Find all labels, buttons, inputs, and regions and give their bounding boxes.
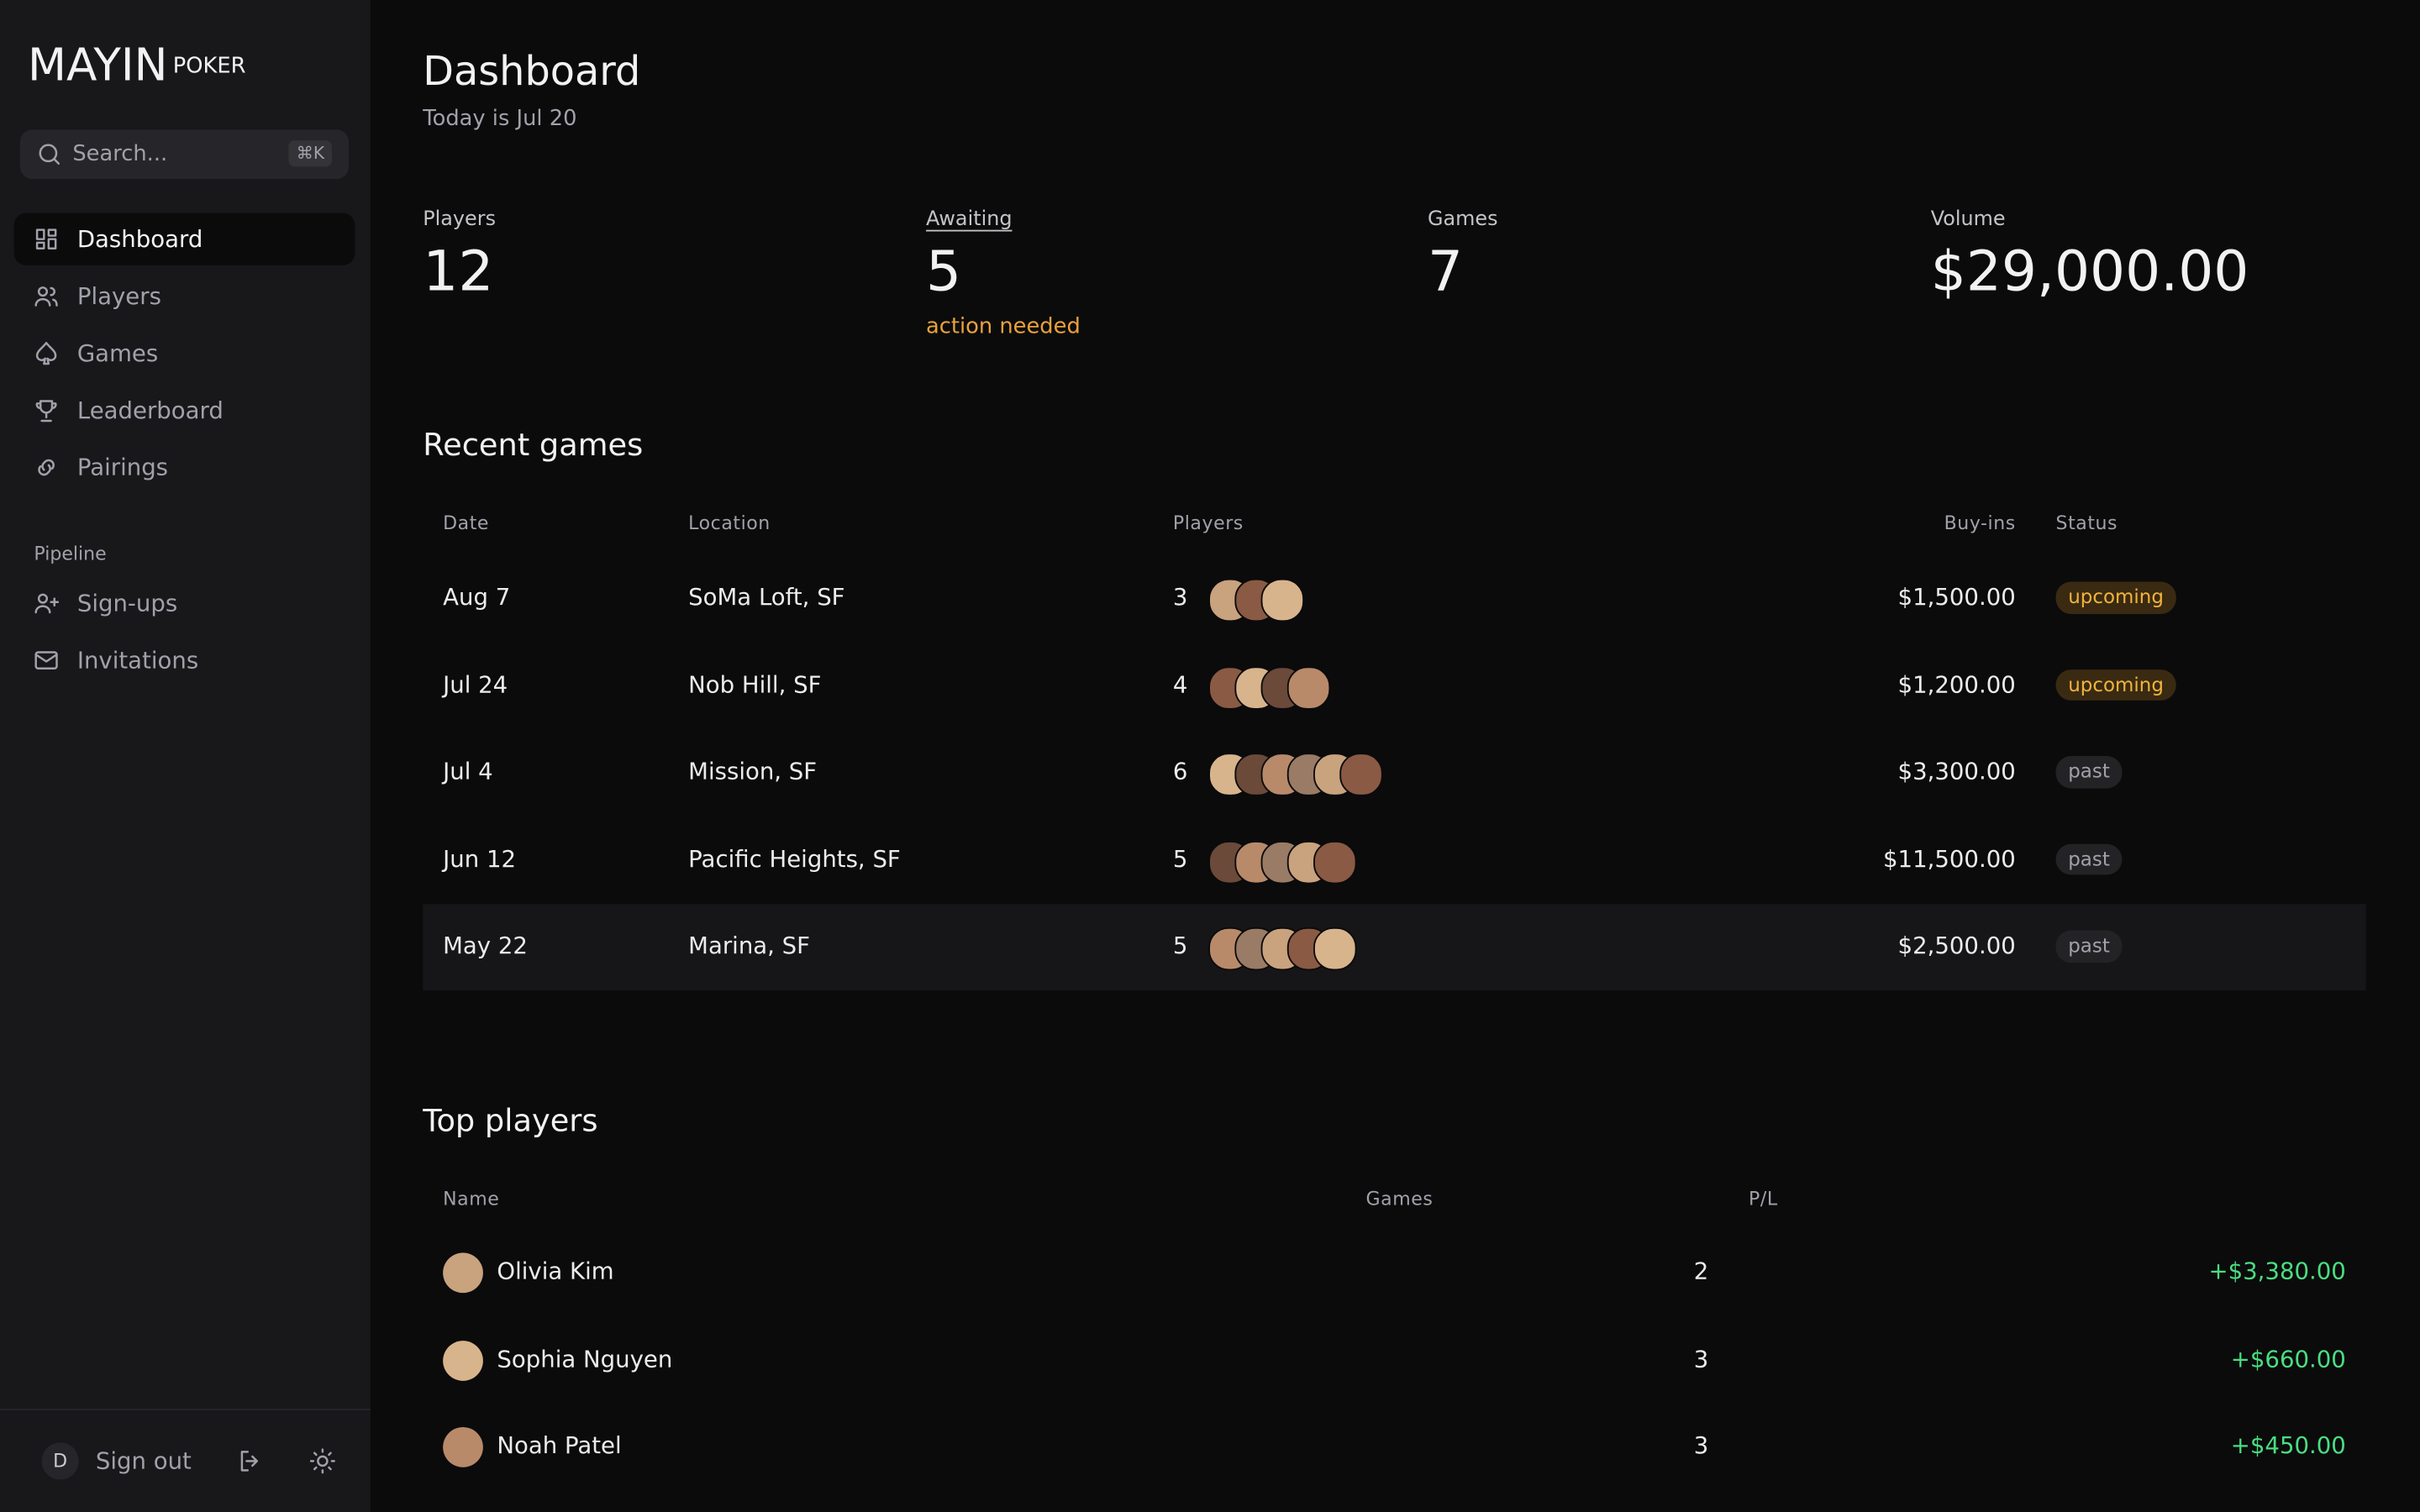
- search-placeholder: Search...: [72, 141, 168, 167]
- stat-label: Awaiting: [926, 207, 1013, 232]
- stat-value: 12: [423, 240, 494, 304]
- player-avatar: [443, 1252, 483, 1294]
- table-cell: Aug 7: [443, 583, 511, 612]
- logout-icon[interactable]: [236, 1447, 264, 1475]
- player-avatar: [1313, 840, 1357, 885]
- table-cell: 3: [1172, 583, 1188, 612]
- player-games: 2: [1693, 1257, 1709, 1286]
- brand-name: MAYIN: [28, 38, 168, 92]
- nav-item[interactable]: Games: [76, 339, 159, 368]
- player-name: Olivia Kim: [497, 1257, 614, 1286]
- column-header: Status: [2055, 512, 2118, 534]
- nav-item[interactable]: Invitations: [76, 646, 199, 675]
- stat-note: action needed: [926, 314, 1081, 340]
- status-badge: past: [2055, 843, 2123, 875]
- column-header: Games: [1365, 1188, 1434, 1210]
- column-header: P/L: [1749, 1188, 1778, 1210]
- column-header: Location: [688, 512, 771, 534]
- player-avatar: [443, 1427, 483, 1468]
- brand-sub: POKER: [172, 54, 246, 79]
- nav-icon: [38, 459, 55, 476]
- table-cell: $11,500.00: [1883, 845, 2016, 874]
- stat-label: Volume: [1930, 207, 2006, 232]
- table-cell: $3,300.00: [1897, 758, 2016, 786]
- nav-active-bg: [13, 213, 355, 265]
- player-games: 3: [1693, 1344, 1709, 1373]
- column-header: Name: [443, 1188, 500, 1210]
- player-name: Sophia Nguyen: [497, 1344, 673, 1373]
- theme-icon[interactable]: [308, 1447, 336, 1475]
- status-badge: upcoming: [2055, 581, 2176, 614]
- table-cell: 5: [1172, 845, 1188, 874]
- nav-icon: [34, 286, 58, 307]
- table-cell: $1,500.00: [1897, 583, 2016, 612]
- player-avatar: [1313, 927, 1357, 972]
- stat-label: Games: [1427, 207, 1498, 232]
- player-avatar: [1286, 665, 1331, 710]
- player-name: Noah Patel: [497, 1431, 622, 1460]
- column-header: Buy-ins: [1944, 512, 2016, 534]
- search-icon: [39, 144, 60, 165]
- nav-item[interactable]: Sign-ups: [76, 589, 178, 617]
- nav-icon: [34, 651, 58, 670]
- stat-label: Players: [423, 207, 497, 232]
- nav-icon: [34, 593, 60, 614]
- table-cell: May 22: [443, 932, 528, 961]
- player-avatar: [1339, 753, 1383, 797]
- player-avatar: [1260, 578, 1305, 622]
- page-subtitle: Today is Jul 20: [423, 106, 577, 132]
- table-cell: Jun 12: [443, 845, 517, 874]
- table-cell: Nob Hill, SF: [688, 670, 822, 699]
- player-games: 3: [1693, 1431, 1709, 1460]
- table-cell: Mission, SF: [688, 758, 818, 786]
- player-pl: +$450.00: [2230, 1431, 2346, 1460]
- pipeline-title: Pipeline: [34, 543, 107, 565]
- user-avatar: D: [41, 1442, 79, 1480]
- table-cell: $1,200.00: [1897, 670, 2016, 699]
- divider: [0, 1408, 371, 1410]
- table-cell: Pacific Heights, SF: [688, 845, 901, 874]
- section-title: Top players: [423, 1101, 598, 1139]
- nav-item[interactable]: Pairings: [76, 454, 169, 482]
- player-pl: +$3,380.00: [2208, 1257, 2346, 1286]
- nav-item[interactable]: Leaderboard: [76, 396, 224, 425]
- column-header: Date: [443, 512, 490, 534]
- stat-value: $29,000.00: [1930, 240, 2249, 304]
- sidebar: MAYIN POKER Search... ⌘K Dashboard Player…: [0, 0, 371, 1512]
- table-cell: 6: [1172, 758, 1188, 786]
- stat-value: 7: [1427, 240, 1464, 304]
- nav-item[interactable]: Players: [76, 282, 161, 311]
- nav-icon: [35, 341, 57, 365]
- table-cell: 5: [1172, 932, 1188, 961]
- stat-value: 5: [926, 240, 962, 304]
- status-badge: past: [2055, 756, 2123, 788]
- player-pl: +$660.00: [2230, 1344, 2346, 1373]
- search-shortcut: ⌘K: [288, 140, 333, 167]
- nav-icon: [35, 400, 57, 423]
- table-cell: SoMa Loft, SF: [688, 583, 845, 612]
- table-cell: Jul 4: [443, 758, 493, 786]
- section-title: Recent games: [423, 425, 644, 464]
- nav-icon: [35, 228, 57, 249]
- status-badge: past: [2055, 931, 2123, 963]
- table-cell: $2,500.00: [1897, 932, 2016, 961]
- table-cell: 4: [1172, 670, 1188, 699]
- page-title: Dashboard: [423, 49, 641, 96]
- column-header: Players: [1172, 512, 1244, 534]
- sign-out[interactable]: Sign out: [95, 1446, 192, 1475]
- nav-item[interactable]: Dashboard: [76, 225, 203, 254]
- row-hover: [423, 904, 2366, 991]
- table-cell: Jul 24: [443, 670, 508, 699]
- status-badge: upcoming: [2055, 669, 2176, 701]
- player-avatar: [443, 1340, 483, 1381]
- table-cell: Marina, SF: [688, 932, 811, 961]
